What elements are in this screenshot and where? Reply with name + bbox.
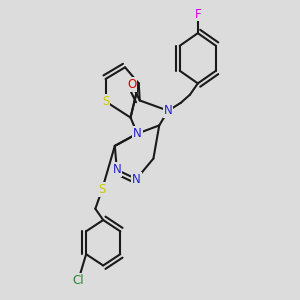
Text: N: N: [112, 163, 121, 176]
Text: S: S: [98, 183, 106, 196]
Text: N: N: [133, 127, 142, 140]
Text: N: N: [132, 172, 141, 185]
Text: Cl: Cl: [72, 274, 84, 287]
Text: S: S: [102, 95, 109, 108]
Text: F: F: [194, 8, 201, 20]
Text: O: O: [127, 78, 136, 91]
Text: N: N: [164, 104, 172, 117]
